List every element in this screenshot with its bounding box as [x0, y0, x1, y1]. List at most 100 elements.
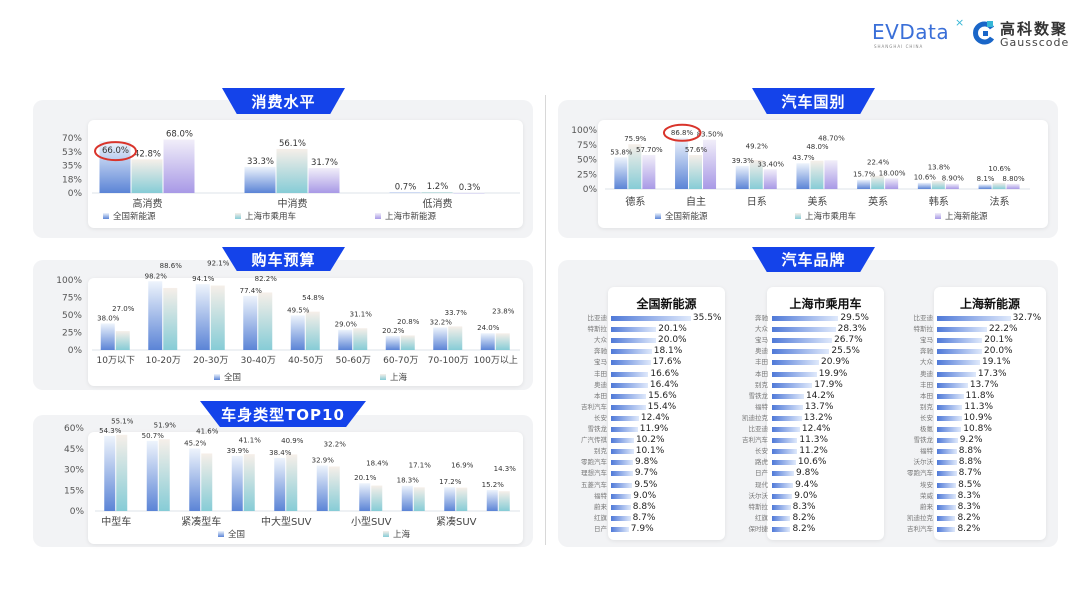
data-label: 31.1%	[350, 311, 373, 319]
brand-name: 长安	[920, 413, 933, 422]
data-label: 27.0%	[112, 305, 135, 313]
category-label: 紧凑型车	[181, 515, 221, 528]
brand-bar	[611, 316, 691, 321]
data-label: 57.6%	[685, 146, 708, 154]
brand-bar	[937, 371, 976, 377]
brand-value: 20.0%	[984, 346, 1013, 357]
brand-value: 8.3%	[957, 490, 981, 501]
legend-label: 全国新能源	[665, 211, 708, 222]
brand-value: 20.9%	[821, 357, 850, 368]
bar	[689, 155, 703, 189]
brand-bar	[772, 438, 798, 444]
data-label: 32.2%	[430, 318, 453, 326]
data-label: 49.5%	[287, 306, 310, 314]
y-tick-label: 50%	[577, 156, 597, 166]
y-tick-label: 75%	[62, 294, 82, 304]
bar	[978, 184, 992, 189]
brand-name: 福特	[920, 447, 933, 456]
legend-swatch	[214, 374, 220, 380]
category-label: 100万以上	[474, 355, 518, 366]
data-label: 22.4%	[867, 158, 890, 166]
data-label: 8.80%	[1002, 175, 1025, 183]
brand-name: 特斯拉	[913, 325, 934, 334]
y-tick-label: 0%	[70, 507, 85, 517]
data-label: 1.2%	[427, 182, 449, 192]
brand-name: 本田	[755, 369, 768, 378]
brand-value: 11.2%	[799, 446, 828, 457]
data-label: 88.6%	[160, 262, 183, 270]
brand-value: 15.6%	[648, 390, 677, 401]
data-label: 48.70%	[818, 134, 845, 142]
banner-country: 汽车国别	[752, 88, 875, 114]
bar	[308, 168, 340, 193]
brand-name: 别克	[594, 447, 607, 456]
data-label: 10.6%	[914, 174, 937, 182]
bar	[885, 178, 899, 189]
legend-swatch	[655, 213, 661, 219]
brand-name: 比亚迪	[587, 314, 608, 322]
category-label: 60-70万	[383, 356, 418, 366]
brand-bar	[772, 404, 803, 410]
brand-bar	[772, 471, 795, 477]
data-label: 18.4%	[366, 460, 389, 468]
brand-bar	[937, 493, 956, 499]
y-tick-label: 0%	[68, 189, 83, 199]
data-label: 56.1%	[279, 139, 306, 149]
brand-name: 路虎	[755, 458, 768, 467]
brand-name: 极氪	[920, 425, 933, 433]
data-label: 82.2%	[255, 275, 278, 283]
data-label: 20.2%	[382, 327, 405, 335]
bar	[305, 311, 320, 350]
data-label: 10.6%	[988, 165, 1011, 173]
category-label: 美系	[807, 195, 827, 208]
brand-bar	[937, 393, 964, 399]
bar	[353, 328, 368, 350]
brand-bar	[937, 327, 987, 333]
data-label: 33.3%	[247, 157, 274, 167]
bar	[992, 182, 1006, 189]
gausscode-logo: 高科数聚 Gausscode	[972, 18, 1072, 49]
brand-value: 17.3%	[977, 368, 1007, 379]
brand-list-title: 上海市乘用车	[789, 297, 862, 311]
brand-name: 吉利汽车	[742, 436, 768, 445]
legend-swatch	[935, 213, 941, 219]
brand-value: 13.7%	[969, 379, 999, 390]
bar	[614, 157, 628, 189]
data-label: 43.7%	[792, 154, 815, 162]
brand-bar	[611, 427, 638, 432]
brand-bar	[611, 349, 652, 355]
brand-value: 9.4%	[795, 479, 819, 490]
brand-value: 10.9%	[963, 412, 993, 423]
data-label: 94.1%	[192, 275, 215, 283]
brand-bar	[772, 449, 798, 455]
bar	[163, 287, 178, 350]
brand-bar	[611, 404, 646, 410]
brand-bar	[611, 382, 648, 388]
brand-value: 8.7%	[632, 512, 656, 523]
bar	[316, 465, 328, 511]
data-label: 33.7%	[445, 309, 468, 317]
bar	[189, 448, 201, 511]
brand-bar	[772, 415, 802, 421]
bar	[628, 144, 642, 189]
bar	[371, 485, 383, 511]
bar	[495, 333, 510, 350]
brand-bar	[611, 482, 633, 488]
legend-label: 上海	[393, 529, 411, 540]
category-label: 自主	[686, 195, 706, 208]
data-label: 0.3%	[459, 183, 481, 193]
brand-name: 大众	[755, 325, 768, 334]
bar	[453, 192, 485, 194]
bar	[148, 281, 163, 350]
brand-bar	[772, 493, 793, 499]
brand-name: 特斯拉	[587, 325, 608, 334]
gausscode-logo-en: Gausscode	[1000, 36, 1070, 49]
bar	[810, 160, 824, 189]
brand-bar	[937, 338, 983, 344]
brand-name: 别克	[920, 402, 933, 411]
brand-value: 35.5%	[692, 313, 722, 323]
brand-value: 13.7%	[804, 401, 834, 412]
data-label: 57.70%	[636, 146, 663, 154]
bar	[945, 183, 959, 189]
legend-label: 全国新能源	[113, 211, 156, 222]
